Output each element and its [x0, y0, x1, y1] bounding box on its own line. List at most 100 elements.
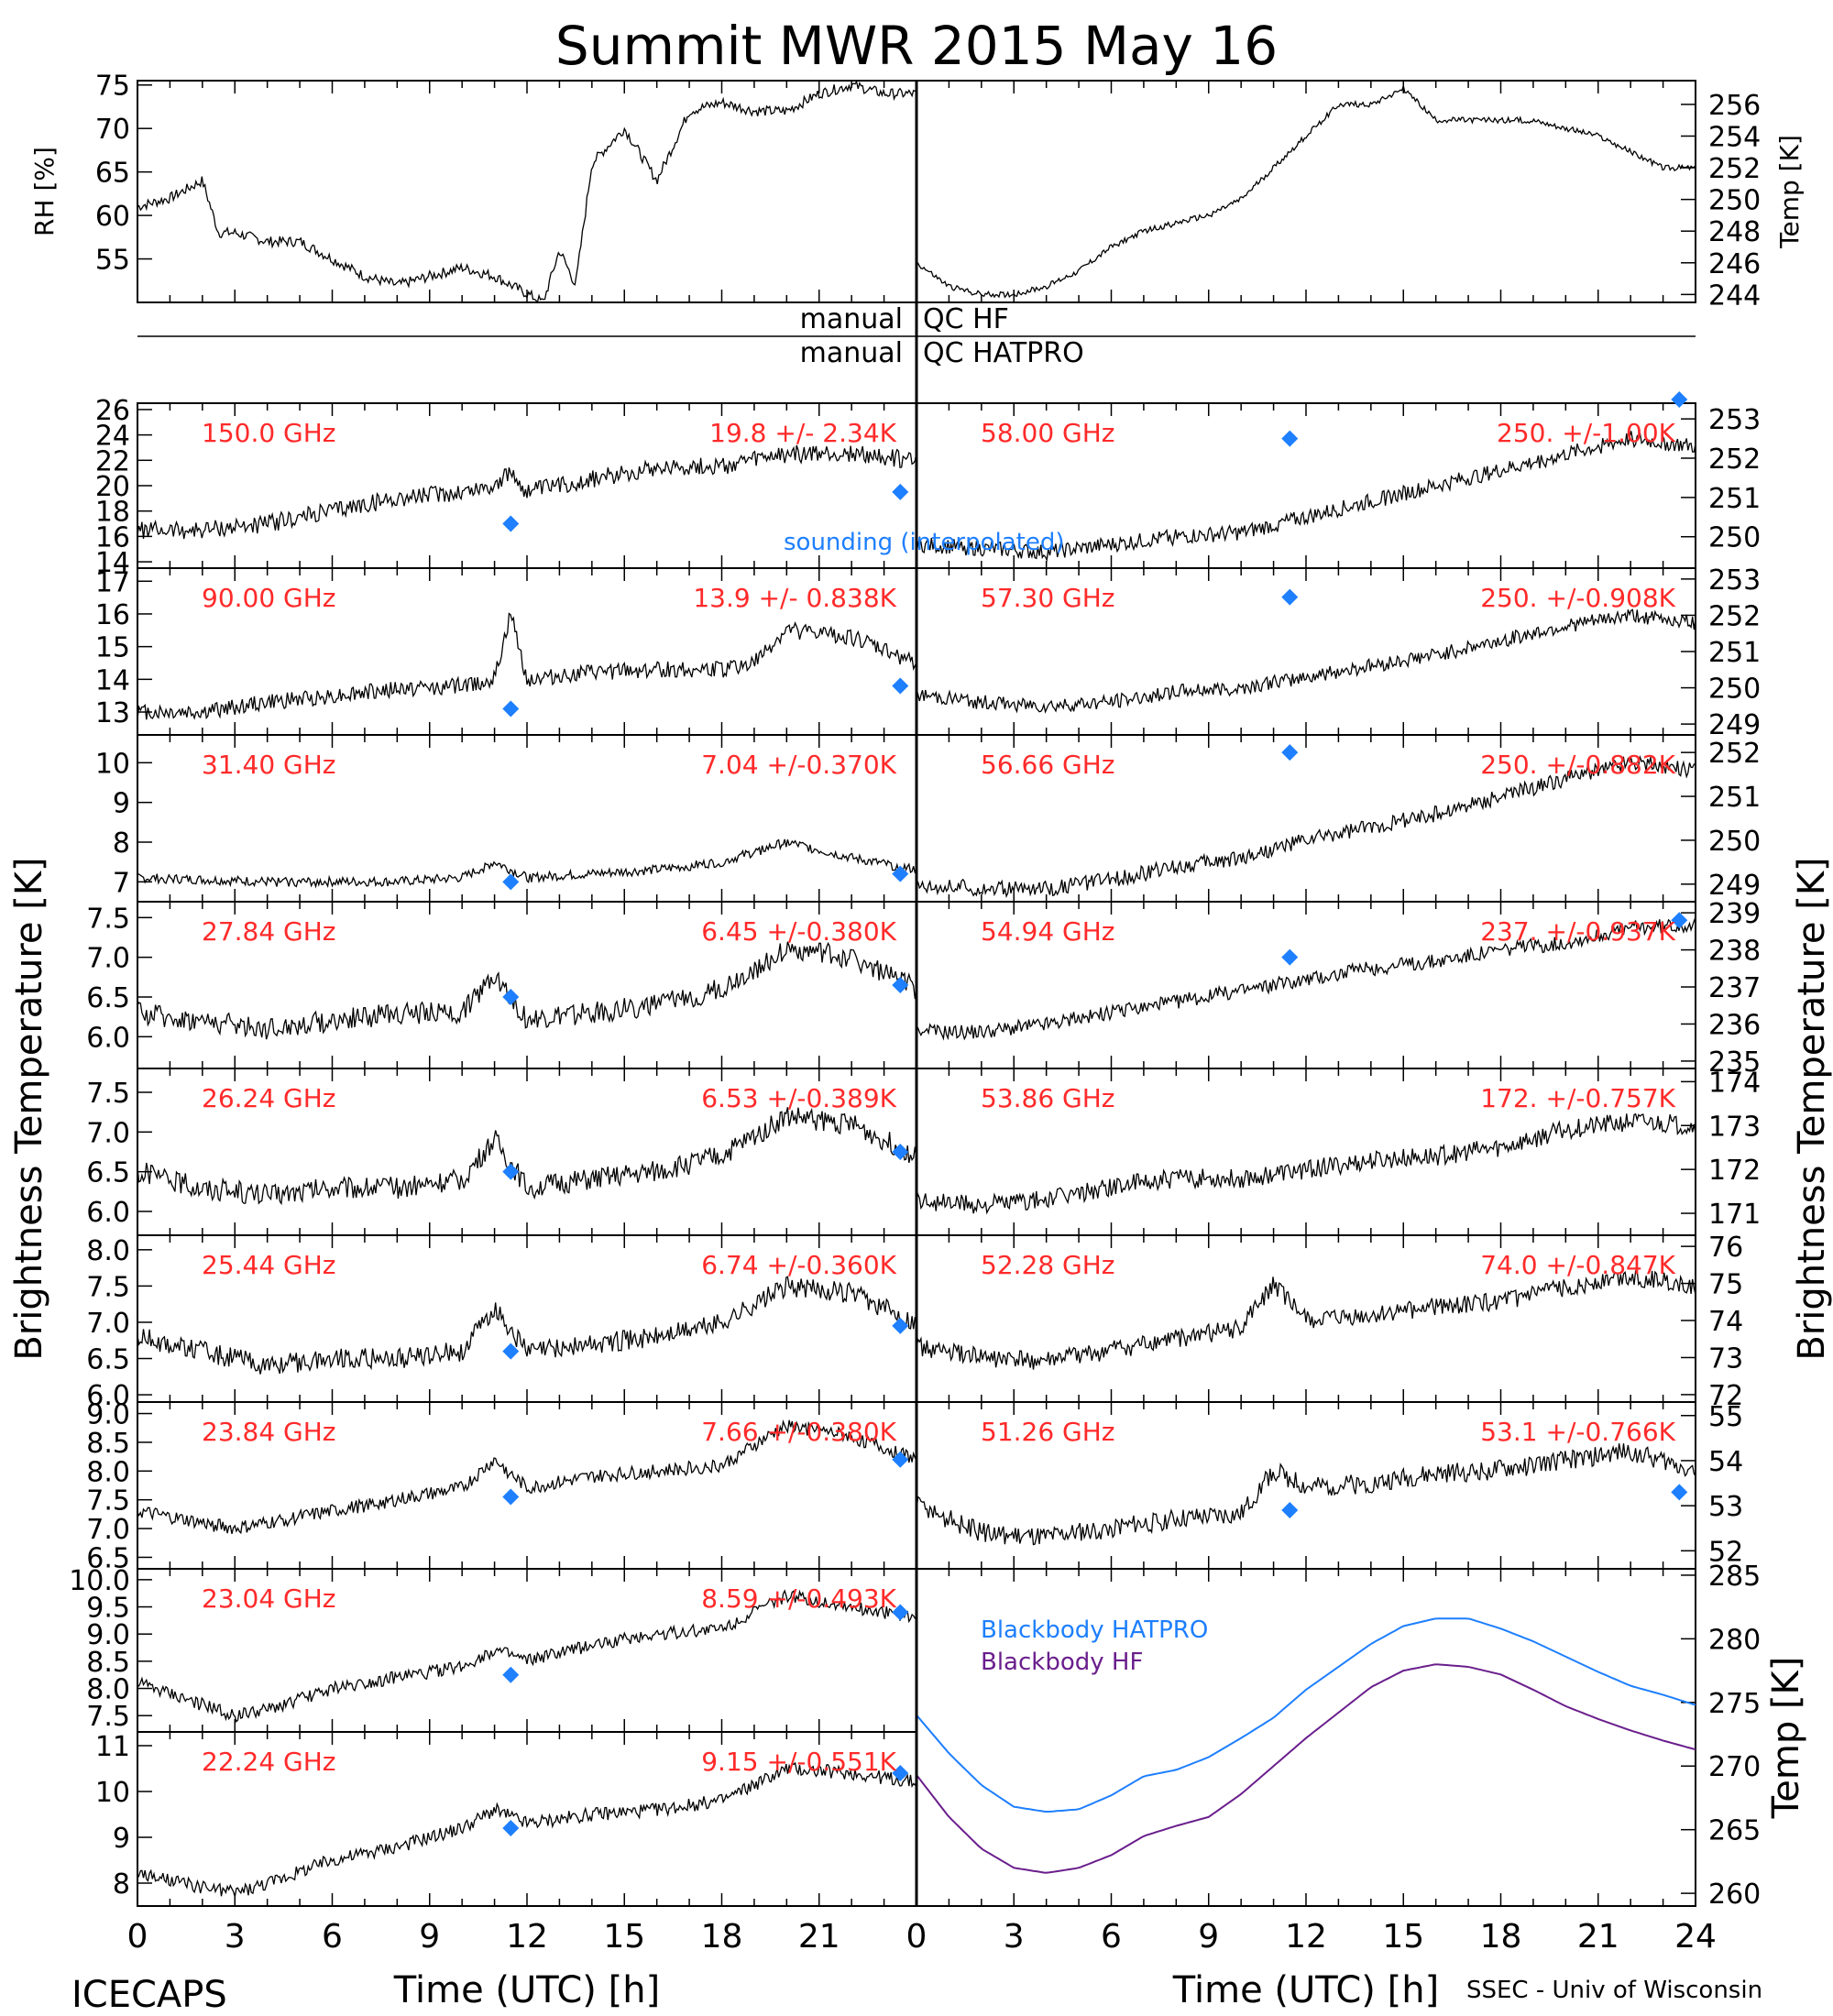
- right-x-axis-title: Time (UTC) [h]: [1172, 1969, 1439, 2011]
- y-tick-label: 74: [1708, 1306, 1743, 1338]
- y-tick-label: 285: [1708, 1561, 1761, 1593]
- y-tick-label: 54: [1708, 1446, 1743, 1478]
- y-tick-label: 238: [1708, 936, 1761, 968]
- channel-stat-label: 13.9 +/- 0.838K: [693, 583, 896, 613]
- y-tick-label: 251: [1708, 483, 1761, 515]
- sounding-marker: [1671, 912, 1688, 929]
- y-tick-label: 252: [1708, 600, 1761, 632]
- sounding-marker: [892, 977, 909, 993]
- x-tick-label: 6: [322, 1918, 343, 1956]
- y-tick-label: 15: [95, 632, 130, 664]
- y-tick-label: 6.5: [86, 982, 130, 1014]
- channel-frequency-label: 25.44 GHz: [202, 1250, 336, 1280]
- series-line: [916, 1663, 1696, 1874]
- y-tick-label: 7.0: [86, 1117, 130, 1149]
- y-tick-label: 55: [95, 245, 130, 277]
- series-line: [137, 80, 917, 304]
- y-tick-label: 9.5: [86, 1593, 130, 1625]
- y-tick-label: 6.5: [86, 1542, 130, 1574]
- y-tick-label: 7.5: [86, 903, 130, 935]
- y-tick-label: 237: [1708, 972, 1761, 1004]
- y-tick-label: 250: [1708, 826, 1761, 858]
- x-tick-label: 9: [419, 1918, 440, 1956]
- series-line: [137, 941, 917, 1040]
- sounding-note: sounding (interpolated): [784, 529, 1065, 556]
- left-y-axis-title: Brightness Temperature [K]: [8, 857, 50, 1360]
- y-tick-label: 8.5: [86, 1428, 130, 1460]
- y-tick-label: 239: [1708, 898, 1761, 930]
- channel-stat-label: 6.53 +/-0.389K: [701, 1083, 896, 1113]
- series-line: [916, 608, 1696, 714]
- channel-stat-label: 53.1 +/-0.766K: [1480, 1417, 1675, 1447]
- x-tick-label: 9: [1198, 1918, 1219, 1956]
- sounding-marker: [892, 1144, 909, 1160]
- y-tick-label: 256: [1708, 90, 1761, 122]
- y-tick-label: 235: [1708, 1046, 1761, 1079]
- channel-stat-label: 7.66 +/-0.380K: [701, 1417, 896, 1447]
- sounding-marker: [502, 1342, 520, 1360]
- sounding-marker: [502, 700, 520, 718]
- x-tick-label: 18: [1480, 1918, 1522, 1956]
- channel-frequency-label: 23.04 GHz: [202, 1583, 336, 1614]
- y-tick-label: 10.0: [69, 1565, 130, 1597]
- y-tick-label: 248: [1708, 216, 1761, 248]
- channel-stat-label: 250. +/-0.882K: [1480, 750, 1675, 780]
- qc-label-hf: QC HF: [923, 303, 1009, 335]
- panel-y-label: Temp [K]: [1774, 135, 1805, 249]
- qc-label-hatpro: QC HATPRO: [923, 337, 1084, 369]
- y-tick-label: 75: [1708, 1269, 1743, 1301]
- channel-frequency-label: 27.84 GHz: [202, 916, 336, 947]
- y-tick-label: 246: [1708, 248, 1761, 280]
- sounding-marker: [1671, 391, 1688, 408]
- right-y-axis-title: Brightness Temperature [K]: [1791, 857, 1833, 1360]
- y-tick-label: 280: [1708, 1624, 1761, 1656]
- x-tick-label: 15: [603, 1918, 645, 1956]
- y-tick-label: 26: [95, 395, 130, 427]
- y-tick-label: 70: [95, 114, 130, 146]
- y-tick-label: 260: [1708, 1879, 1761, 1911]
- y-tick-label: 7.5: [86, 1701, 130, 1733]
- y-tick-label: 7: [113, 867, 130, 899]
- legend-entry: Blackbody HATPRO: [981, 1616, 1208, 1644]
- x-tick-label: 0: [127, 1918, 148, 1956]
- y-tick-label: 9.0: [86, 1619, 130, 1651]
- channel-stat-label: 19.8 +/- 2.34K: [709, 418, 896, 448]
- y-tick-label: 171: [1708, 1199, 1761, 1231]
- series-line: [137, 838, 917, 889]
- panel-hf2224: 8 9 10 11 22.24 GHz 9.15 +/-0.551K: [95, 1731, 917, 1907]
- y-tick-label: 16: [95, 521, 130, 553]
- x-tick-label: 21: [798, 1918, 840, 1956]
- panel-hf2384: 6.57.07.58.08.59.0 23.84 GHz 7.66 +/-0.380…: [86, 1399, 917, 1574]
- y-tick-label: 251: [1708, 637, 1761, 669]
- channel-stat-label: 250. +/-1.00K: [1497, 418, 1676, 448]
- channel-stat-label: 237. +/-0.937K: [1480, 916, 1675, 947]
- left-x-axis-title: Time (UTC) [h]: [393, 1969, 660, 2011]
- sounding-marker: [892, 677, 909, 695]
- y-tick-label: 24: [95, 421, 130, 453]
- panel-v5666: 249 250 251 252 56.66 GHz 250. +/-0.882K: [916, 734, 1761, 903]
- y-tick-label: 13: [95, 697, 130, 729]
- legend-entry: Blackbody HF: [981, 1649, 1143, 1676]
- panel-y-label: Temp [K]: [1765, 1657, 1807, 1820]
- y-tick-label: 9: [113, 788, 130, 820]
- y-tick-label: 52: [1708, 1536, 1743, 1568]
- channel-frequency-label: 150.0 GHz: [202, 418, 336, 448]
- panel-bb: 260 265 270 275 280 285 Temp [K] Blackbody HATP…: [916, 1561, 1807, 1911]
- x-tick-label: 3: [225, 1918, 246, 1956]
- y-tick-label: 265: [1708, 1815, 1761, 1847]
- panel-rh: 55 60 65 70 75 RH [%]: [29, 71, 917, 304]
- series-line: [137, 1419, 917, 1535]
- channel-stat-label: 6.45 +/-0.380K: [701, 916, 896, 947]
- channel-stat-label: 6.74 +/-0.360K: [701, 1250, 896, 1280]
- channel-stat-label: 7.04 +/-0.370K: [701, 750, 896, 780]
- y-tick-label: 7.5: [86, 1271, 130, 1303]
- channel-frequency-label: 26.24 GHz: [202, 1083, 336, 1113]
- panel-v5494: 235 236 237 238 239 54.94 GHz 237. +/-0.937K: [916, 898, 1761, 1079]
- y-tick-label: 236: [1708, 1009, 1761, 1041]
- y-tick-label: 244: [1708, 279, 1761, 312]
- sounding-marker: [502, 1820, 520, 1836]
- y-tick-label: 7.5: [86, 1078, 130, 1110]
- channel-frequency-label: 56.66 GHz: [981, 750, 1115, 780]
